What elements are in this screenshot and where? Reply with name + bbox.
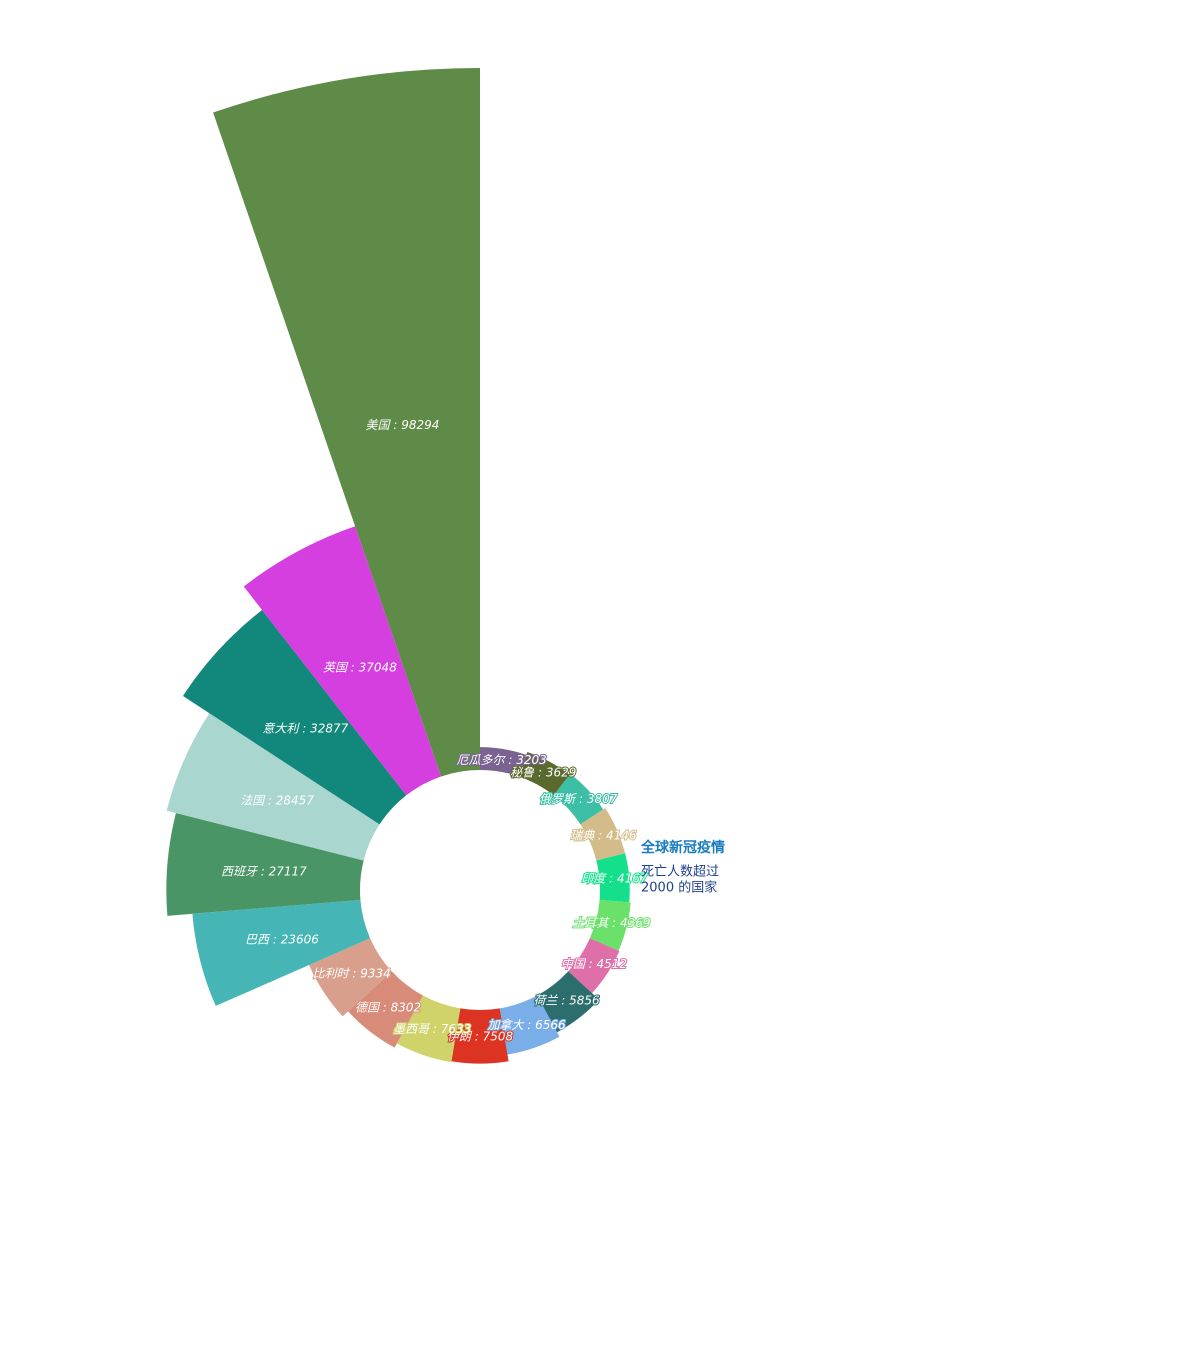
segment-label: 加拿大 : 6566 [487,1018,566,1032]
rose-segment [192,899,371,1006]
rose-segment [499,995,560,1055]
segment-label: 德国 : 8302 [355,1001,421,1015]
segment-label: 瑞典 : 4146 [570,828,637,842]
rose-segment [518,751,570,796]
rose-segment [589,899,631,951]
rose-segment [451,1008,509,1064]
rose-segment [568,938,620,994]
chart-subtitle: 2000 的国家 [641,880,717,896]
rose-segment [580,808,626,861]
segment-label: 厄瓜多尔 : 3203 [457,753,547,767]
chart-title: 全球新冠疫情 [640,839,725,856]
rose-segment [553,773,604,825]
segment-label: 秘鲁 : 3629 [510,766,576,780]
rose-segment [537,971,600,1033]
rose-segment [182,610,407,825]
rose-segment [309,938,392,1017]
rose-segment [166,812,364,916]
rose-segment [243,526,442,796]
chart-subtitle: 死亡人数超过 [641,865,719,880]
segment-label: 墨西哥 : 7633 [393,1022,471,1036]
segment-label: 伊朗 : 7508 [447,1029,514,1043]
rose-segment [480,747,527,777]
segment-label: 法国 : 28457 [240,793,314,807]
segment-label: 荷兰 : 5856 [533,994,600,1008]
segment-label: 俄罗斯 : 3807 [539,792,618,806]
segment-label: 中国 : 4512 [561,957,627,971]
rose-segment [348,971,423,1048]
rose-segment [213,68,480,777]
segments [166,68,631,1064]
segment-label: 印度 : 4167 [581,871,648,885]
segment-label: 比利时 : 9334 [313,966,391,980]
rose-segment [396,995,461,1063]
segment-label: 意大利 : 32877 [262,722,348,736]
rose-segment [166,713,380,861]
segment-label: 巴西 : 23606 [245,933,319,947]
rose-segment [596,853,630,903]
segment-label: 英国 : 37048 [323,661,397,675]
segment-label: 西班牙 : 27117 [221,865,307,879]
segment-label: 土耳其 : 4369 [572,916,650,930]
segment-label: 美国 : 98294 [366,418,440,432]
